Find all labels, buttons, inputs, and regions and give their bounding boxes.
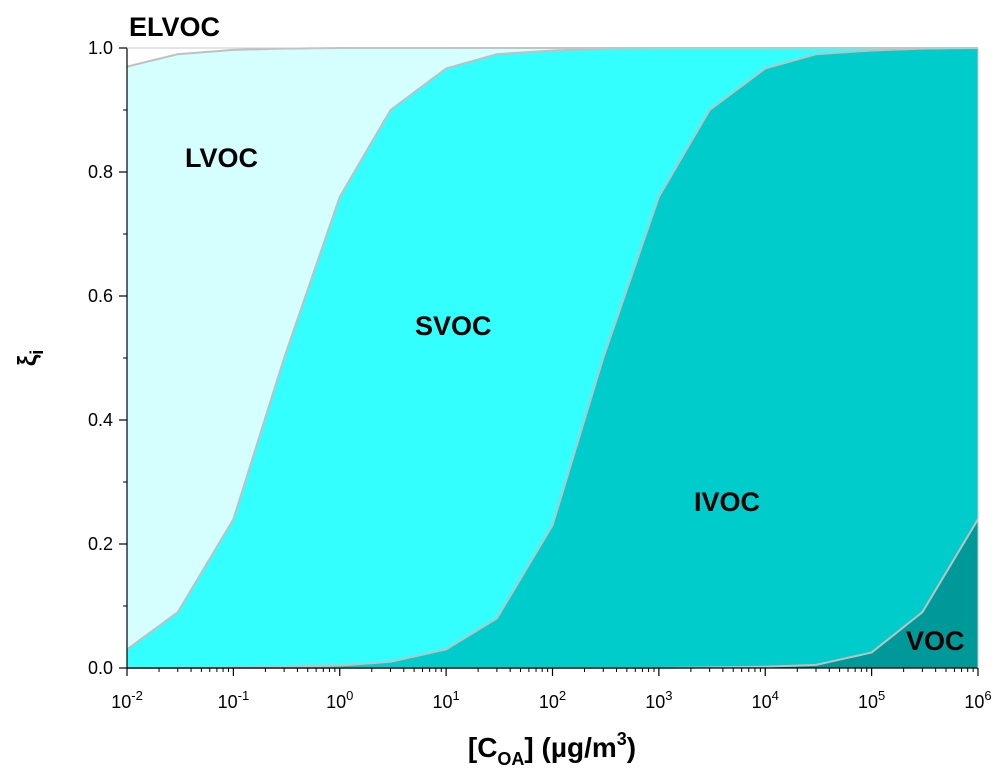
region-lvoc <box>127 48 978 650</box>
region-voc <box>127 519 978 668</box>
y-tick-label: 0.8 <box>88 162 113 182</box>
x-tick-label: 100 <box>326 688 353 712</box>
axes: 0.0 0.2 0.4 0.6 0.8 1.0 10-2 10-1 100 101 102 103 10… <box>88 38 992 712</box>
x-axis-title: [COA] (µg/m3) <box>468 729 636 769</box>
x-tick-label: 10-2 <box>111 688 143 712</box>
region-label-svoc: SVOC <box>415 311 492 341</box>
y-axis-title: ξi <box>12 350 47 367</box>
region-label-voc: VOC <box>906 626 965 656</box>
region-svoc <box>127 48 978 668</box>
y-tick-label: 0.6 <box>88 286 113 306</box>
x-tick-label: 104 <box>752 688 779 712</box>
y-tick-label: 0.0 <box>88 658 113 678</box>
x-tick-label: 106 <box>964 688 991 712</box>
x-tick-label: 10-1 <box>218 688 250 712</box>
boundary-svoc <box>127 47 979 669</box>
y-tick-label: 0.2 <box>88 534 113 554</box>
x-tick-label: 102 <box>539 688 566 712</box>
region-label-lvoc: LVOC <box>185 143 258 173</box>
y-tick-label: 1.0 <box>88 38 113 58</box>
x-tick-label: 101 <box>432 688 459 712</box>
region-label-elvoc: ELVOC <box>129 12 220 42</box>
region-ivoc <box>127 48 978 668</box>
region-labels: ELVOC LVOC SVOC IVOC VOC <box>129 12 965 656</box>
region-label-ivoc: IVOC <box>694 487 760 517</box>
y-tick-label: 0.4 <box>88 410 113 430</box>
x-tick-label: 105 <box>858 688 885 712</box>
region-elvoc <box>127 48 978 67</box>
x-tick-label: 103 <box>645 688 672 712</box>
area-regions <box>127 48 978 668</box>
